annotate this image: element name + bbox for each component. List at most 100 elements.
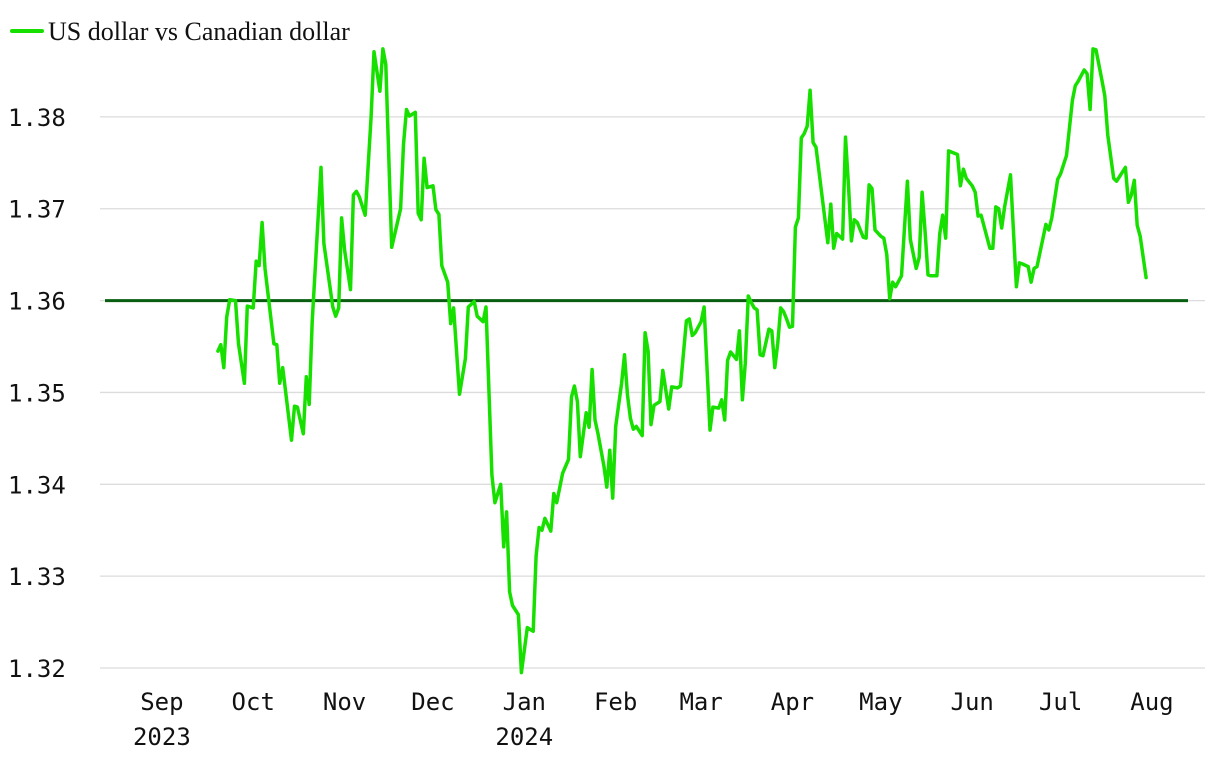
data-point — [658, 400, 661, 403]
data-point — [753, 306, 756, 309]
data-point — [1047, 228, 1050, 231]
data-point — [305, 375, 308, 378]
data-point — [255, 260, 258, 263]
gridlines — [100, 116, 1205, 669]
data-point — [296, 406, 299, 409]
data-point — [1071, 99, 1074, 102]
data-point — [405, 108, 408, 111]
y-tick-label: 1.35 — [8, 379, 66, 407]
data-point — [770, 329, 773, 332]
data-point — [906, 180, 909, 183]
data-point — [1015, 285, 1018, 288]
data-point — [735, 358, 738, 361]
data-point — [449, 322, 452, 325]
data-point — [994, 205, 997, 208]
data-point — [691, 334, 694, 337]
data-point — [502, 545, 505, 548]
data-point — [1030, 281, 1033, 284]
data-point — [552, 492, 555, 495]
data-point — [243, 382, 246, 385]
data-point — [535, 554, 538, 557]
legend-label: US dollar vs Canadian dollar — [48, 17, 350, 46]
data-point — [1127, 201, 1130, 204]
data-point — [694, 331, 697, 334]
data-point — [237, 342, 240, 345]
data-point — [797, 216, 800, 219]
data-point — [812, 141, 815, 144]
data-point — [1145, 276, 1148, 279]
x-tick-label: Nov — [323, 688, 366, 716]
data-point — [909, 238, 912, 241]
data-point — [608, 449, 611, 452]
x-tick-label: Apr — [771, 688, 814, 716]
data-point — [355, 190, 358, 193]
data-point — [1103, 94, 1106, 97]
data-point — [667, 407, 670, 410]
data-point — [319, 166, 322, 169]
data-point — [370, 115, 373, 118]
data-point — [1083, 68, 1086, 71]
data-point — [977, 215, 980, 218]
data-point — [399, 207, 402, 210]
data-point — [275, 343, 278, 346]
data-point — [894, 285, 897, 288]
data-point — [888, 297, 891, 300]
data-point — [652, 404, 655, 407]
data-point — [841, 238, 844, 241]
data-point — [334, 315, 337, 318]
data-point — [891, 281, 894, 284]
data-point — [281, 366, 284, 369]
data-point — [1089, 108, 1092, 111]
data-point — [611, 497, 614, 500]
data-point — [337, 306, 340, 309]
data-point — [511, 604, 514, 607]
data-point — [1115, 180, 1118, 183]
data-point — [302, 432, 305, 435]
data-point — [997, 207, 1000, 210]
data-point — [579, 455, 582, 458]
data-point — [835, 232, 838, 235]
data-point — [225, 316, 228, 319]
data-point — [493, 501, 496, 504]
data-point — [868, 183, 871, 186]
data-point — [974, 191, 977, 194]
data-point — [635, 425, 638, 428]
data-point — [490, 474, 493, 477]
data-point — [1059, 172, 1062, 175]
data-point — [555, 501, 558, 504]
data-point — [782, 310, 785, 313]
data-point — [322, 242, 325, 245]
data-point — [723, 418, 726, 421]
data-point — [832, 247, 835, 250]
data-point — [926, 273, 929, 276]
data-point — [258, 264, 261, 267]
x-tick-label: Jul — [1039, 688, 1082, 716]
data-point — [517, 613, 520, 616]
x-tick-label: Dec — [411, 688, 454, 716]
data-point — [588, 426, 591, 429]
y-tick-label: 1.34 — [8, 471, 66, 499]
data-point — [1044, 223, 1047, 226]
x-tick-year-label: 2024 — [495, 723, 553, 751]
data-point — [991, 247, 994, 250]
data-point — [844, 136, 847, 139]
data-point — [761, 354, 764, 357]
legend: US dollar vs Canadian dollar — [10, 17, 350, 46]
y-tick-label: 1.32 — [8, 655, 66, 683]
data-point — [381, 47, 384, 50]
data-point — [261, 221, 264, 224]
data-point — [980, 214, 983, 217]
data-point — [847, 184, 850, 187]
data-point — [1112, 177, 1115, 180]
data-point — [1124, 166, 1127, 169]
data-point — [626, 394, 629, 397]
data-point — [924, 230, 927, 233]
data-point — [311, 320, 314, 323]
data-point — [918, 256, 921, 259]
data-point — [962, 168, 965, 171]
data-point — [879, 235, 882, 238]
data-point — [803, 132, 806, 135]
data-point — [829, 203, 832, 206]
data-point — [644, 331, 647, 334]
